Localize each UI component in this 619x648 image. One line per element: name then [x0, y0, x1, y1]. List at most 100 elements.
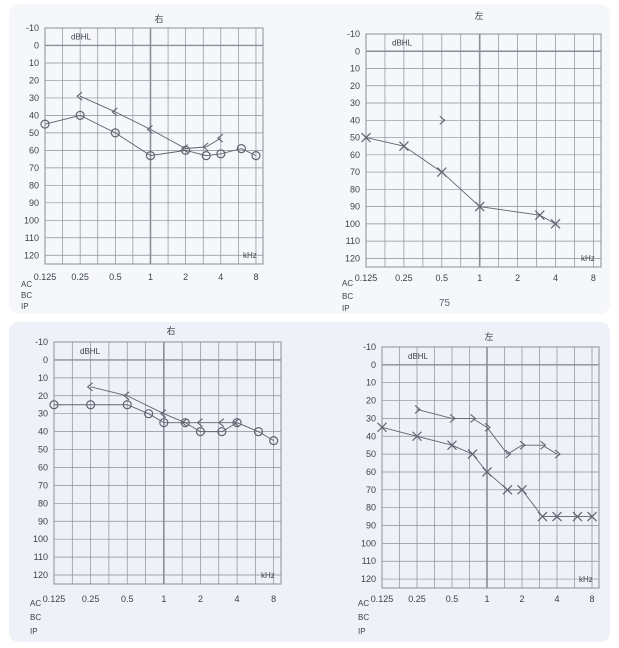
data-point-x [377, 422, 387, 433]
data-point-circle [269, 435, 279, 446]
data-point-x [361, 132, 371, 143]
data-point-bracket [484, 422, 491, 432]
x-tick-label: 0.125 [34, 272, 57, 282]
data-point-x [412, 431, 422, 442]
data-point-bracket [554, 449, 561, 459]
data-point-x [550, 218, 561, 229]
data-point-circle [253, 427, 264, 437]
audiogram-right-ear-1: -10 0 10 20 30 40 50 60 70 80 90 100 110 120 0.125 0.25… [21, 13, 264, 311]
data-point-circle [201, 151, 211, 161]
data-point-x [587, 511, 597, 522]
data-point-bracket [181, 418, 188, 428]
row-label: AC [21, 280, 32, 289]
chart-title: 右 [154, 13, 163, 24]
x-tick-label: 4 [235, 594, 240, 604]
y-tick-label: 0 [34, 40, 39, 50]
photo-bottom: -10 0 10 20 30 40 50 60 70 80 90 100 110 120 0.125 0.25… [9, 322, 610, 642]
x-tick-label: 2 [515, 273, 520, 283]
x-tick-label: 0.25 [82, 594, 100, 604]
x-tick-label: 1 [477, 273, 482, 283]
data-point-x [537, 511, 548, 522]
y-tick-label: 80 [38, 498, 48, 508]
y-tick-label: 20 [366, 396, 376, 406]
y-tick-label: 30 [350, 98, 360, 108]
unit-label-khz: kHz [243, 251, 257, 260]
data-point-circle [251, 151, 261, 161]
x-tick-label: 0.125 [371, 594, 394, 604]
y-tick-label: 80 [29, 180, 39, 190]
data-point-bracket [449, 413, 456, 423]
x-tick-label: 0.25 [395, 273, 413, 283]
data-point-circle [159, 418, 169, 428]
y-tick-label: 120 [361, 574, 376, 584]
data-point-bracket [196, 418, 203, 428]
data-point-circle [122, 400, 132, 410]
y-tick-label: 60 [366, 467, 376, 477]
y-tick-label: 50 [350, 133, 360, 143]
unit-label-dbhl: dBHL [71, 33, 92, 42]
y-tick-label: 30 [366, 413, 376, 423]
data-point-bracket [181, 144, 188, 154]
row-label: IP [358, 627, 366, 636]
data-point-bracket [505, 449, 512, 459]
y-tick-label: 70 [38, 480, 48, 490]
data-point-bracket [123, 391, 130, 401]
data-point-bracket [202, 142, 209, 152]
y-tick-label: 10 [29, 58, 39, 68]
y-tick-label: 110 [346, 236, 360, 246]
chart-title: 左 [484, 331, 493, 342]
data-point-circle [144, 409, 154, 419]
unit-label-dbhl: dBHL [80, 347, 101, 356]
data-point-bracket [86, 382, 93, 392]
data-point-bracket [233, 418, 240, 428]
y-tick-label: 30 [29, 93, 39, 103]
y-tick-label: 50 [38, 445, 48, 455]
series-line [365, 137, 556, 225]
row-label: AC [30, 599, 41, 608]
x-tick-label: 8 [591, 273, 596, 283]
data-point-x [436, 167, 447, 177]
data-point-bracket [470, 413, 477, 423]
x-tick-label: 8 [253, 272, 258, 282]
y-tick-label: 100 [33, 534, 48, 544]
data-point-x [398, 141, 409, 152]
y-tick-label: 100 [361, 538, 376, 548]
unit-label-khz: kHz [579, 575, 593, 584]
data-point-x [534, 210, 545, 221]
y-tick-label: 20 [29, 75, 39, 85]
x-tick-label: 0.25 [408, 594, 426, 604]
y-tick-label: 50 [29, 128, 39, 138]
y-tick-label: 40 [29, 110, 39, 120]
row-label: BC [358, 613, 369, 622]
y-tick-label: 60 [350, 150, 360, 160]
bottom-note: 75 [439, 298, 451, 309]
data-point-bracket [216, 133, 224, 143]
x-tick-label: 0.25 [71, 272, 89, 282]
y-tick-label: 30 [38, 409, 48, 419]
x-tick-label: 1 [484, 594, 489, 604]
unit-label-dbhl: dBHL [392, 39, 413, 48]
y-tick-label: 120 [345, 253, 360, 263]
y-tick-label: 90 [350, 202, 360, 212]
row-label: BC [21, 291, 32, 300]
data-point-bracket [540, 440, 547, 450]
row-label: IP [21, 302, 29, 311]
row-label: IP [30, 627, 38, 636]
y-tick-label: 60 [29, 145, 39, 155]
x-tick-label: 0.5 [436, 273, 449, 283]
data-point-x [474, 201, 485, 212]
y-tick-label: 40 [366, 431, 376, 441]
audiogram-right-ear-2: -10 0 10 20 30 40 50 60 70 80 90 100 110 120 0.125 0.25… [30, 325, 282, 636]
x-tick-label: 4 [554, 594, 559, 604]
unit-label-dbhl: dBHL [408, 352, 429, 361]
data-point-bracket [439, 115, 446, 125]
row-label: AC [342, 279, 353, 288]
y-tick-label: 10 [366, 378, 376, 388]
x-tick-label: 0.125 [355, 273, 378, 283]
y-tick-label: -10 [35, 337, 48, 347]
y-tick-label: 20 [350, 81, 360, 91]
y-tick-label: 80 [366, 503, 376, 513]
y-tick-label: 100 [345, 219, 360, 229]
unit-label-khz: kHz [261, 571, 275, 580]
x-tick-label: 8 [589, 594, 594, 604]
